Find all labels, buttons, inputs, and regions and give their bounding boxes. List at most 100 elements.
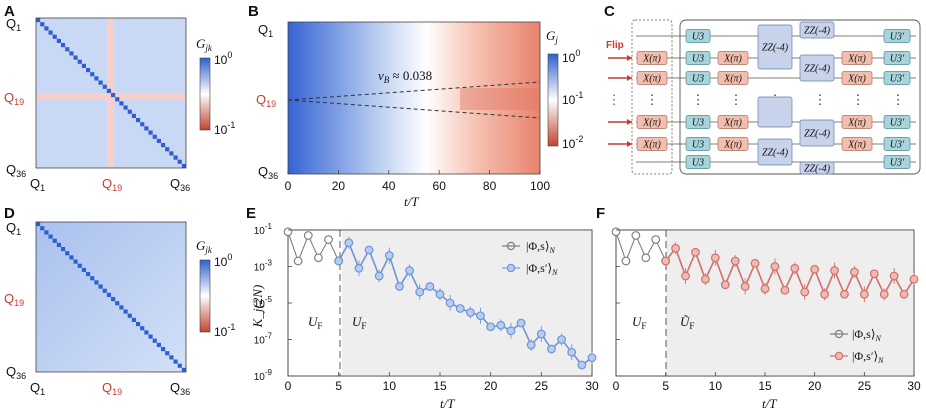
panel-f-point	[830, 266, 839, 275]
panel-e-point	[415, 287, 425, 297]
u3-gate	[685, 137, 711, 151]
panel-e-point	[405, 266, 415, 275]
panel-c-flip-box	[631, 19, 673, 175]
panel-f-point	[651, 235, 661, 244]
panel-d-diag-cell	[69, 255, 74, 260]
panel-a-diag-cell	[98, 80, 103, 85]
panel-e-ytick: 10-9	[254, 368, 273, 383]
x-gate-text: X(π)	[723, 140, 742, 151]
panel-e-point	[314, 253, 323, 263]
panel-e-legend: |Φ,s⟩N |Φ,s′⟩N	[502, 239, 558, 277]
panel-f-xtick: 25	[858, 379, 872, 393]
panel-d-diag-cell	[106, 292, 111, 297]
panel-a-diag-cell	[165, 147, 170, 152]
panel-e-point	[476, 311, 485, 321]
panel-a-x-q1: Q1	[30, 176, 45, 193]
u3-gate-text: U3	[692, 54, 704, 65]
panel-d-diag-cell	[161, 347, 166, 352]
zz-gate-text: ZZ(-4)	[804, 129, 831, 140]
panel-e-point	[435, 289, 445, 299]
zz-gate	[757, 96, 793, 128]
panel-d: D Q1 Q19 Q36 Q1 Q19 Q36 Gjk 100 10-1	[4, 205, 235, 397]
panel-d-diag-cell	[181, 367, 186, 372]
panel-a-diag-cell	[131, 113, 136, 118]
panel-f-point	[720, 280, 730, 290]
panel-e-ytick: 10-1	[254, 222, 273, 237]
u3p-gate-text: U3′	[890, 158, 905, 169]
panel-d-diag-cell	[111, 297, 116, 302]
panel-f-legend: |Φ,s⟩N |Φ,s′⟩N	[830, 327, 884, 365]
zz-gate-text: ZZ(-4)	[804, 26, 831, 37]
panel-a-q1: Q1	[6, 16, 21, 33]
panel-e-point	[445, 298, 455, 308]
panel-b-cbar-tick-0: 100	[562, 48, 580, 65]
panel-a-diag-cell	[173, 155, 178, 160]
panel-f-point	[800, 287, 810, 297]
panel-d-diag-cell	[140, 326, 145, 331]
panel-a-diag-cell	[115, 97, 120, 102]
panel-a-diagonal	[36, 18, 186, 168]
panel-d-diag-cell	[102, 288, 107, 293]
panel-e-point	[455, 304, 465, 313]
flip-x-gate	[636, 51, 668, 65]
panel-f-point	[701, 274, 710, 284]
panel-b-annotation: vB ≈ 0.038	[378, 68, 432, 85]
panel-f-point	[641, 253, 651, 263]
panel-d-diag-cell	[136, 322, 141, 327]
panel-b-lightcone-upper	[287, 81, 541, 101]
panel-e-point	[557, 335, 566, 344]
panel-e-region-right: UF	[352, 314, 366, 331]
panel-f-point	[859, 289, 869, 299]
panel-b-q19: Q19	[256, 92, 276, 109]
panel-e-point	[293, 256, 303, 266]
panel-f-xtick: 5	[662, 379, 669, 393]
panel-e-point	[547, 344, 556, 354]
panel-d-diag-cell	[144, 330, 149, 335]
panel-e-legend-0: |Φ,s⟩N	[526, 239, 556, 255]
panel-c-flip-label: Flip	[606, 40, 624, 51]
panel-a-diag-cell	[156, 138, 161, 143]
circuit-dots: ⋮	[646, 92, 659, 107]
flip-x-gate	[636, 71, 668, 85]
x-gate-text: X(π)	[847, 74, 866, 85]
panel-a-label: A	[4, 3, 15, 20]
panel-e-ytick: 10-3	[254, 259, 273, 274]
panel-b-colorbar	[547, 53, 559, 147]
panel-f-point	[661, 256, 671, 266]
panel-a-x-q36: Q36	[170, 176, 190, 193]
panel-a-q19: Q19	[4, 90, 24, 107]
x-gate	[841, 71, 873, 85]
panel-d-diag-cell	[156, 342, 161, 347]
panel-f-point	[750, 258, 760, 268]
panel-a-q36: Q36	[6, 162, 26, 179]
panel-e-point	[344, 238, 354, 248]
u3-gate-text: U3	[692, 158, 704, 169]
panel-a-cbar-tick-0: 100	[214, 50, 232, 67]
panel-c: C Flip X(π)X(π)X(π)X(π)⋮⋮⋮⋮⋮⋮⋮⋮U3U3′U3U3…	[604, 3, 921, 175]
panel-a: A Q1 Q19 Q36 Q1 Q19 Q36 Gjk 100 10-1	[4, 3, 235, 193]
zz-gate	[799, 54, 835, 82]
panel-e-point	[466, 308, 475, 317]
panel-f-point	[899, 289, 909, 299]
panel-d-diag-cell	[48, 234, 53, 239]
zz-gate-text: ZZ(-4)	[762, 148, 789, 159]
u3p-gate-text: U3′	[890, 140, 905, 151]
panel-f-region-left: UF	[632, 314, 646, 331]
u3p-gate	[883, 51, 911, 65]
panel-d-diag-cell	[127, 313, 132, 318]
panel-f-point	[909, 274, 919, 284]
panel-b-xtick: 80	[483, 179, 497, 193]
circuit-dots: ⋮	[730, 92, 743, 107]
panel-d-diag-cell	[115, 301, 120, 306]
u3p-gate-text: U3′	[890, 74, 905, 85]
panel-f-region-right: ŨF	[680, 314, 694, 331]
panel-a-diag-cell	[106, 88, 111, 93]
panel-d-diag-cell	[77, 263, 82, 268]
panel-d-diag-cell	[152, 338, 157, 343]
panel-e-xtick: 10	[383, 379, 397, 393]
panel-f-point	[621, 256, 631, 266]
panel-e-point	[324, 235, 333, 244]
panel-b-lightcone-lower	[287, 99, 541, 119]
panel-e-point	[506, 326, 516, 336]
panel-f-point	[889, 271, 899, 281]
